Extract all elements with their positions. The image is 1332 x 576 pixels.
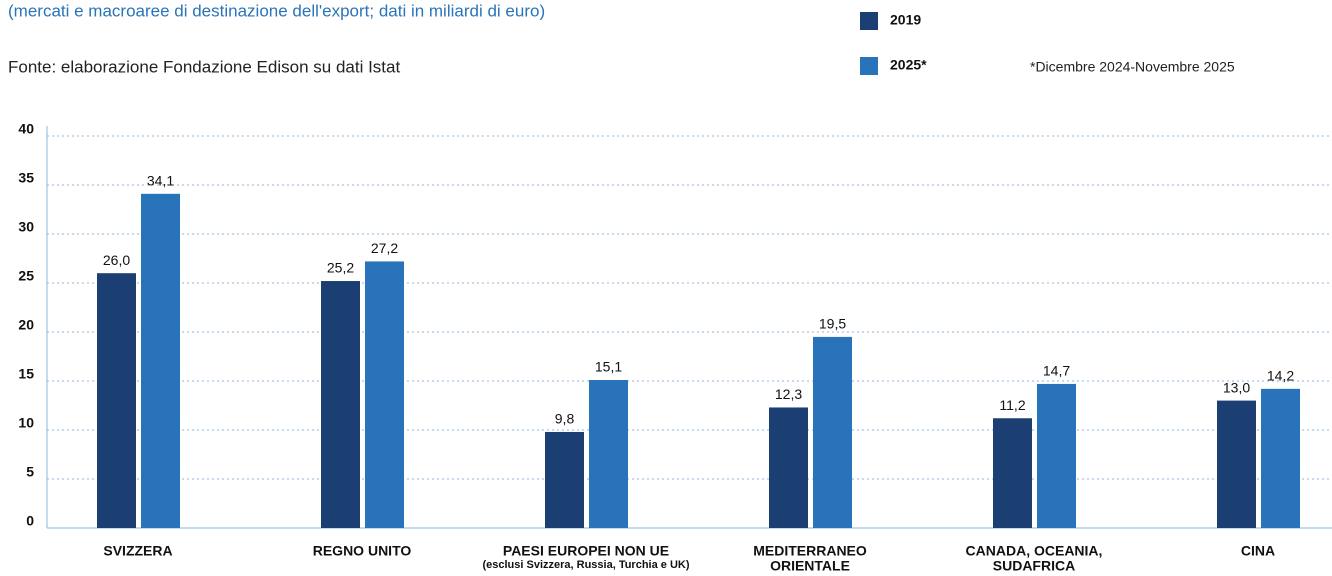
x-tick-label: (esclusi Svizzera, Russia, Turchia e UK) (482, 559, 689, 571)
bar (813, 336, 852, 528)
bar (993, 418, 1032, 528)
x-tick-label: CANADA, OCEANIA, (966, 543, 1103, 559)
legend-label: 2019 (890, 12, 921, 28)
bar (365, 261, 404, 528)
bar (141, 193, 180, 528)
legend-swatch (860, 57, 878, 75)
y-tick-label: 15 (18, 366, 34, 382)
x-tick-label: SVIZZERA (103, 543, 172, 559)
legend-label: 2025* (890, 57, 927, 73)
x-tick-label: SUDAFRICA (993, 558, 1075, 574)
source: Fonte: elaborazione Fondazione Edison su… (8, 57, 400, 76)
y-tick-label: 0 (26, 513, 34, 529)
chart-subtitle: (mercati e macroaree di destinazione del… (8, 1, 545, 20)
x-tick-label: REGNO UNITO (313, 543, 412, 559)
bar (1261, 388, 1300, 528)
value-label: 14,2 (1267, 368, 1294, 384)
value-label: 25,2 (327, 260, 354, 276)
bar (321, 281, 360, 528)
x-tick-label: CINA (1241, 543, 1275, 559)
value-label: 13,0 (1223, 379, 1250, 395)
bar (1217, 400, 1256, 528)
value-label: 11,2 (999, 397, 1025, 413)
value-label: 19,5 (819, 316, 846, 332)
y-tick-label: 25 (18, 268, 34, 284)
value-label: 15,1 (595, 359, 622, 375)
y-tick-label: 30 (18, 219, 34, 235)
value-label: 12,3 (775, 386, 802, 402)
y-tick-label: 20 (18, 317, 34, 333)
bar (769, 407, 808, 528)
bar (589, 380, 628, 528)
value-label: 9,8 (555, 411, 575, 427)
value-label: 26,0 (103, 252, 130, 268)
y-tick-label: 5 (26, 464, 34, 480)
value-label: 34,1 (147, 173, 174, 189)
value-label: 27,2 (371, 240, 398, 256)
x-tick-label: MEDITERRANEO (753, 543, 867, 559)
y-tick-label: 35 (18, 170, 34, 186)
y-tick-label: 10 (18, 415, 34, 431)
bar (545, 431, 584, 528)
note: *Dicembre 2024-Novembre 2025 (1030, 59, 1235, 75)
value-label: 14,7 (1043, 363, 1070, 379)
y-tick-label: 40 (18, 121, 34, 137)
x-tick-label: PAESI EUROPEI NON UE (503, 543, 669, 559)
bar (97, 273, 136, 528)
legend-swatch (860, 12, 878, 30)
x-tick-label: ORIENTALE (770, 558, 850, 574)
bar (1037, 383, 1076, 528)
